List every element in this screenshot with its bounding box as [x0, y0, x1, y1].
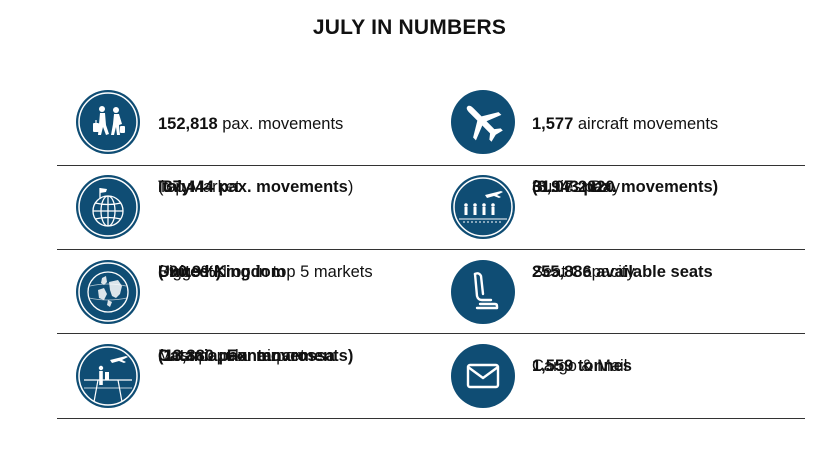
seat-icon: [451, 260, 515, 324]
biggest-drop-detail: (-90.9%): [158, 263, 222, 281]
top-market-country: Italy: [158, 178, 192, 196]
busiest-day-heading: Busiest Day: [532, 178, 621, 196]
divider: [57, 165, 805, 166]
divider: [57, 418, 805, 419]
envelope-icon: [451, 344, 515, 408]
popular-airport-name: Catania, Fontanarossa: [158, 347, 335, 365]
aircraft-movements-stat: 1,577 aircraft movements: [532, 114, 718, 134]
busiest-day-detail: (8,943 pax. movements): [532, 178, 719, 196]
aircraft-movements-value: 1,577: [532, 115, 574, 133]
globe-flag-icon: [76, 175, 140, 239]
airplane-icon: [451, 90, 515, 154]
aircraft-movements-label: aircraft movements: [573, 115, 719, 133]
biggest-drop-country: United Kingdom: [158, 263, 286, 281]
seat-capacity-heading: Seat Capacity: [532, 263, 635, 281]
pax-movements-value: 152,818: [158, 115, 218, 133]
airport-icon: [76, 344, 140, 408]
top-market-heading: Top Market: [158, 178, 240, 196]
cargo-mail-value: 1,559 tonnes: [532, 357, 632, 375]
page-title: JULY IN NUMBERS: [312, 16, 507, 39]
divider: [57, 249, 805, 250]
europe-map-icon: [76, 260, 140, 324]
divider: [57, 333, 805, 334]
cargo-mail-heading: Cargo & Mail: [532, 357, 628, 375]
seat-capacity-value: 255,886 available seats: [532, 263, 713, 281]
popular-airport-heading: Most popular airport: [158, 347, 305, 365]
popular-airport-detail: (13,880 pax. movements): [158, 347, 354, 365]
travellers-icon: [76, 90, 140, 154]
pax-movements-stat: 152,818 pax. movements: [158, 114, 343, 134]
pax-movements-label: pax. movements: [217, 115, 344, 133]
busiest-day-date: 31.07.2020: [532, 178, 615, 196]
top-market-detail: (37,444 pax. movements): [158, 178, 354, 196]
busiest-day-icon: [451, 175, 515, 239]
biggest-drop-heading: Biggest drop in top 5 markets: [158, 263, 373, 281]
